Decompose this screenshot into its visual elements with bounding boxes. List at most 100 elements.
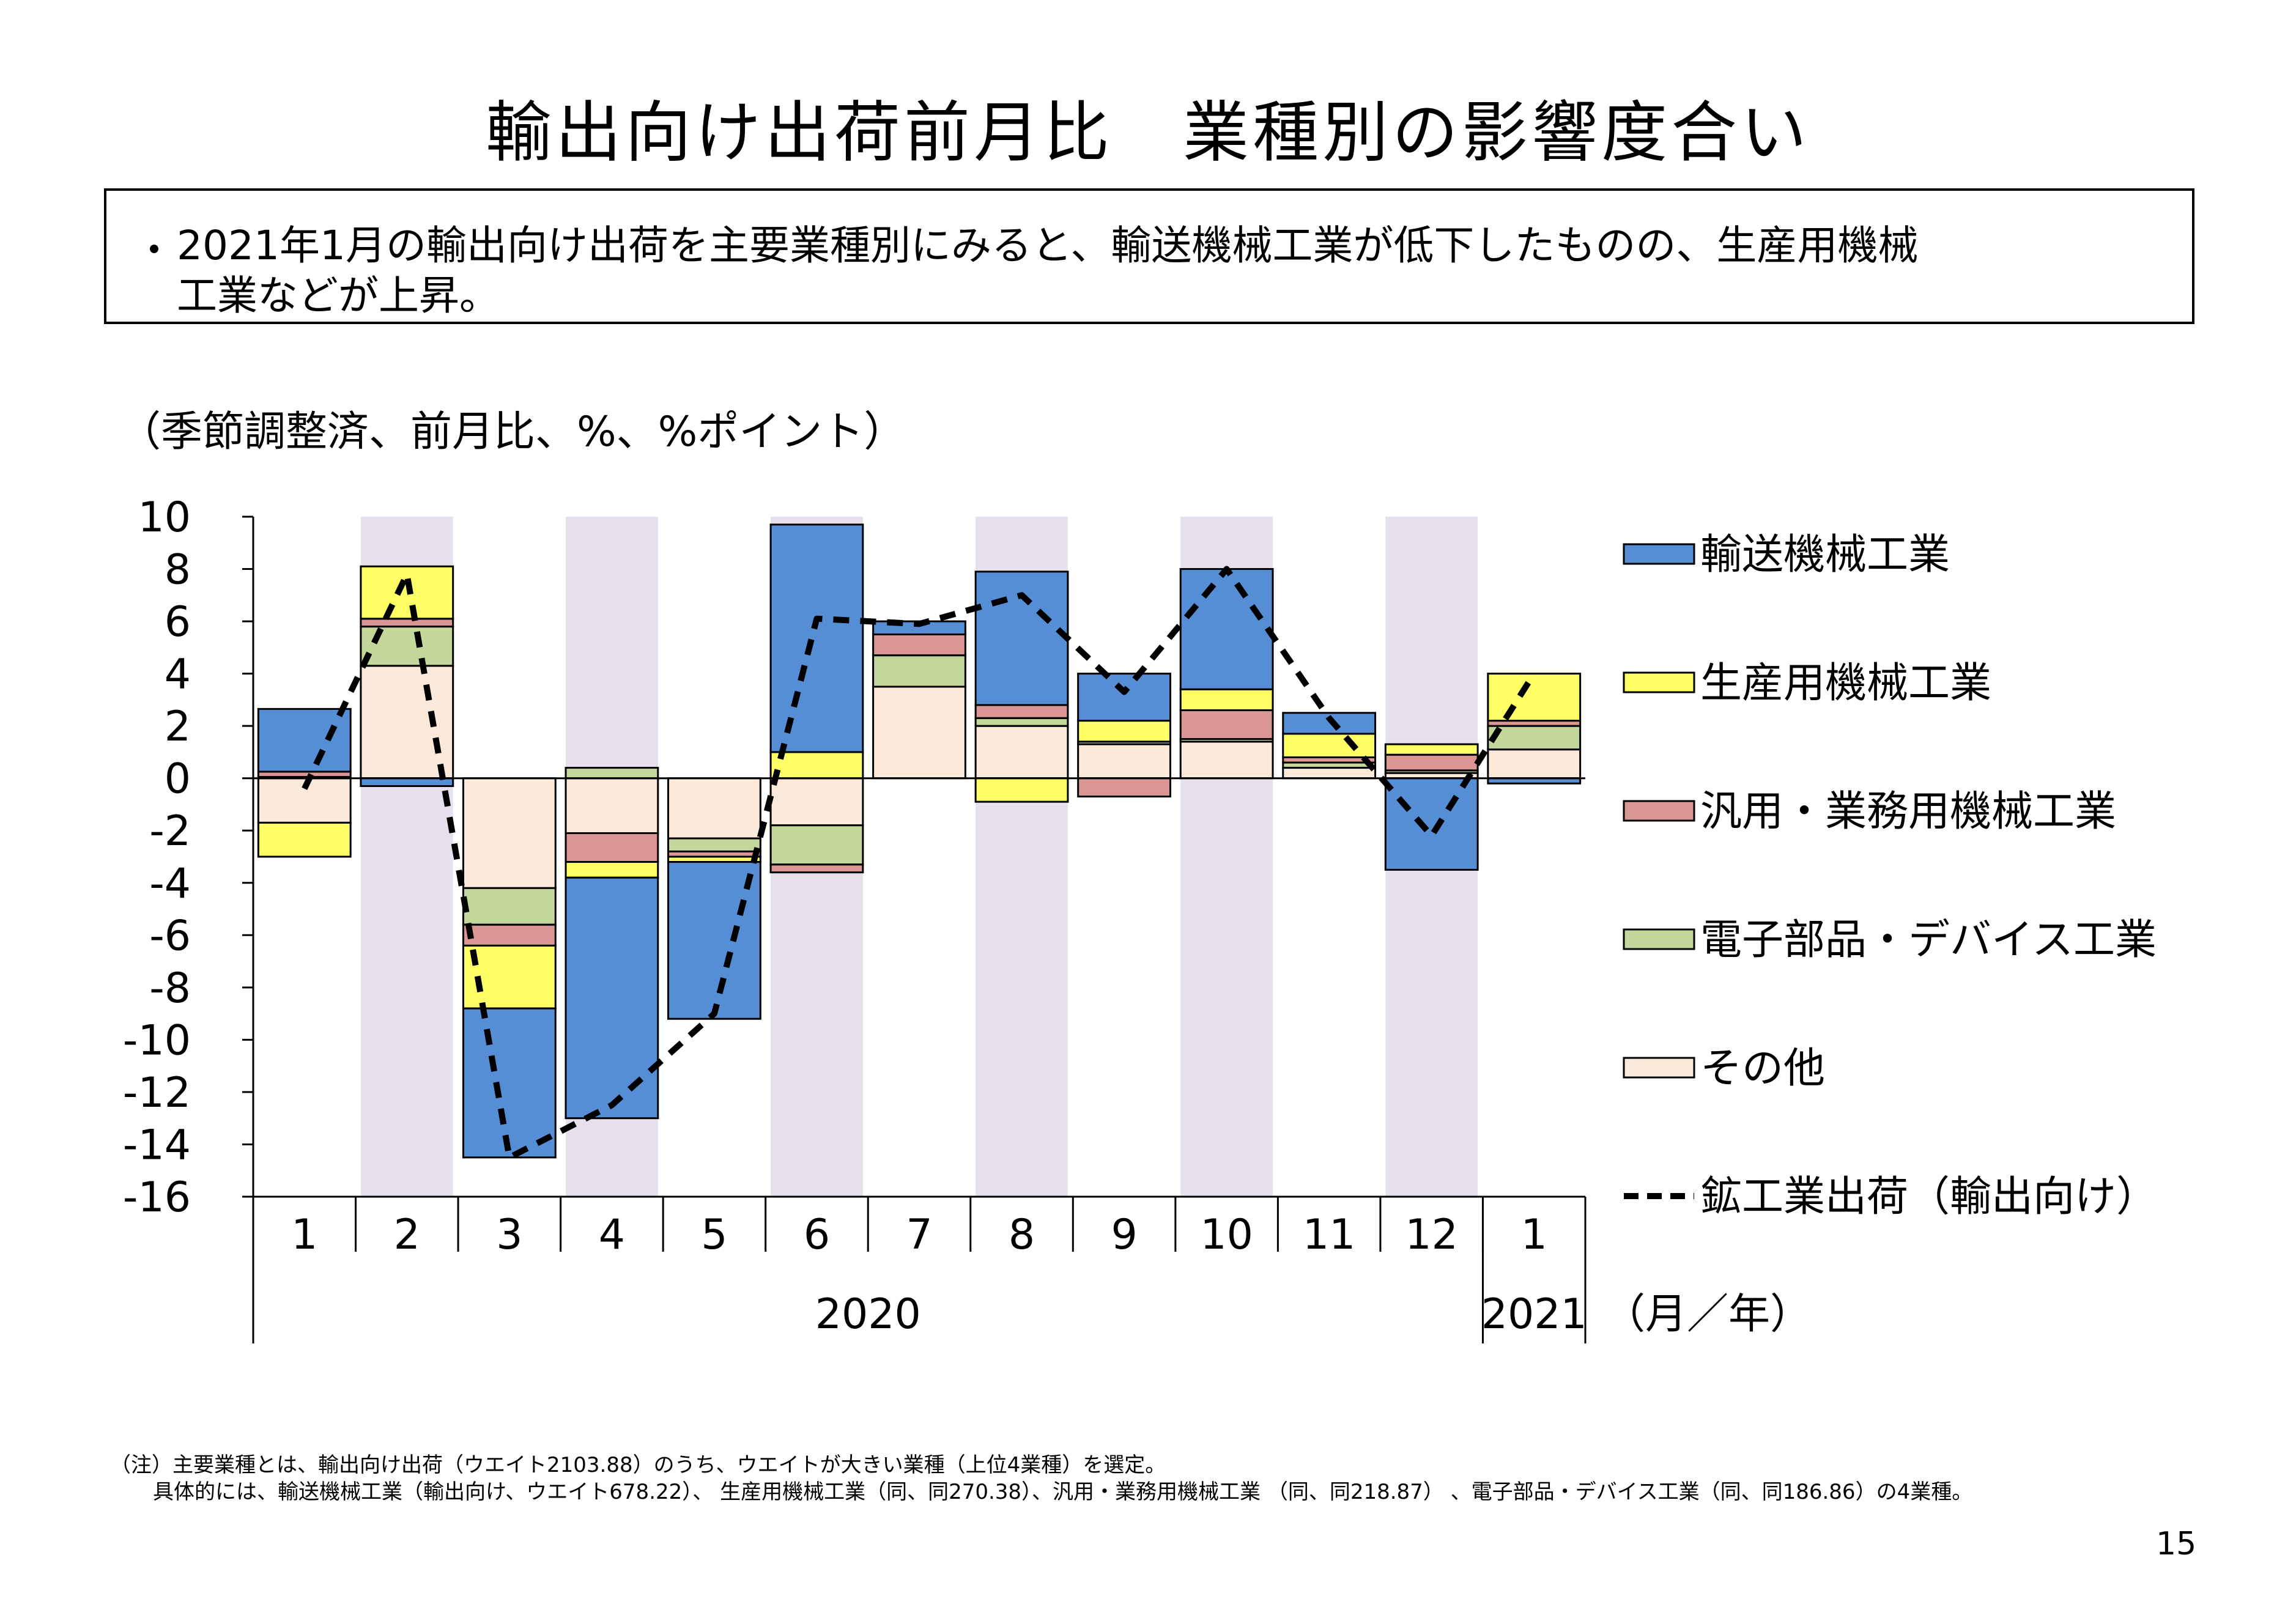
bar-segment bbox=[565, 777, 659, 835]
unit-label: （季節調整済、前月比、%、%ポイント） bbox=[119, 408, 906, 456]
x-tick-label: 10 bbox=[1200, 1211, 1253, 1259]
bar-segment bbox=[974, 717, 1069, 727]
bar-segment bbox=[565, 832, 659, 863]
bar-segment bbox=[1179, 709, 1274, 741]
note-line-2: 具体的には、輸送機械工業（輸出向け、ウエイト678.22）、 生産用機械工業（同… bbox=[153, 1480, 1973, 1504]
bar-segment bbox=[1384, 753, 1479, 772]
y-tick-label: -10 bbox=[123, 1016, 191, 1065]
bar-segment bbox=[974, 704, 1069, 719]
x-tick-label: 5 bbox=[701, 1211, 727, 1259]
bar-segment bbox=[1077, 673, 1171, 722]
legend-swatch bbox=[1623, 928, 1695, 950]
legend-swatch bbox=[1623, 1057, 1695, 1079]
year-label: 2021 bbox=[1481, 1290, 1587, 1339]
bar-segment bbox=[1179, 688, 1274, 711]
bar-segment bbox=[257, 707, 352, 773]
note-line-1: （注）主要業種とは、輸出向け出荷（ウエイト2103.88）のうち、ウエイトが大き… bbox=[110, 1453, 1166, 1477]
legend-label: 汎用・業務用機械工業 bbox=[1700, 788, 2116, 836]
x-tick-label: 1 bbox=[1521, 1211, 1547, 1259]
bar-segment bbox=[769, 523, 864, 753]
bar-segment bbox=[565, 767, 659, 780]
bar-segment bbox=[1487, 673, 1582, 722]
bar-segment bbox=[1487, 748, 1582, 780]
y-tick-label: -14 bbox=[123, 1121, 191, 1169]
bar-segment bbox=[1179, 568, 1274, 690]
bar-segment bbox=[1077, 743, 1171, 780]
bar-segment bbox=[769, 863, 864, 874]
bar-segment bbox=[769, 751, 864, 780]
y-tick-label: 2 bbox=[165, 703, 191, 751]
year-axis-unit: （月／年） bbox=[1604, 1290, 1812, 1339]
bar-segment bbox=[769, 824, 864, 866]
legend-label: その他 bbox=[1700, 1044, 1825, 1093]
y-tick-label: 4 bbox=[165, 651, 191, 699]
bar-segment bbox=[1384, 743, 1479, 756]
y-tick-label: 0 bbox=[165, 755, 191, 803]
bar-segment bbox=[667, 837, 761, 852]
x-tick-label: 11 bbox=[1303, 1211, 1356, 1259]
x-tick-label: 4 bbox=[599, 1211, 625, 1259]
bar-segment bbox=[360, 618, 454, 628]
bar-segment bbox=[1282, 733, 1377, 758]
legend-label: 輸送機械工業 bbox=[1700, 531, 1950, 579]
bar-segment bbox=[462, 887, 557, 926]
bar-segment bbox=[974, 571, 1069, 706]
x-tick-label: 12 bbox=[1405, 1211, 1458, 1259]
bar-segment bbox=[1282, 767, 1377, 780]
bar-segment bbox=[667, 777, 761, 840]
bar-segment bbox=[1077, 720, 1171, 743]
bar-segment bbox=[1077, 777, 1171, 798]
bar-segment bbox=[1179, 741, 1274, 780]
bar-segment bbox=[769, 777, 864, 827]
x-tick-label: 9 bbox=[1111, 1211, 1137, 1259]
page-title: 輸出向け出荷前月比 業種別の影響度合い bbox=[485, 95, 1810, 171]
bar-segment bbox=[257, 821, 352, 858]
bar-segment bbox=[360, 665, 454, 780]
bar-segment bbox=[974, 777, 1069, 803]
legend-swatch bbox=[1623, 543, 1695, 565]
bar-segment bbox=[462, 944, 557, 1010]
legend-swatch bbox=[1623, 800, 1695, 822]
bar-segment bbox=[360, 777, 454, 788]
x-tick-label: 2 bbox=[394, 1211, 420, 1259]
y-tick-label: -6 bbox=[149, 912, 191, 960]
line-export-shipments bbox=[302, 566, 1537, 1161]
legend-label: 電子部品・デバイス工業 bbox=[1700, 916, 2157, 964]
bar-segment bbox=[1282, 712, 1377, 735]
summary-line-1: 2021年1月の輸出向け出荷を主要業種別にみると、輸送機械工業が低下したものの、… bbox=[177, 222, 1919, 269]
bar-segment bbox=[360, 565, 454, 620]
y-tick-label: 8 bbox=[165, 546, 191, 594]
bar-segment bbox=[360, 626, 454, 667]
legend-label: 鉱工業出荷（輸出向け） bbox=[1700, 1173, 2158, 1221]
y-tick-label: -12 bbox=[123, 1069, 191, 1117]
y-tick-label: -4 bbox=[149, 860, 191, 908]
bar-segment bbox=[974, 725, 1069, 780]
y-tick-label: -16 bbox=[123, 1173, 191, 1222]
bar-segment bbox=[1384, 777, 1479, 871]
bar-segment bbox=[872, 654, 966, 688]
y-tick-label: -8 bbox=[149, 964, 191, 1013]
x-tick-label: 8 bbox=[1009, 1211, 1035, 1259]
bar-segment bbox=[565, 876, 659, 1120]
y-tick-label: 10 bbox=[138, 493, 191, 542]
x-tick-label: 7 bbox=[906, 1211, 932, 1259]
year-label: 2020 bbox=[815, 1290, 921, 1339]
bar-segment bbox=[565, 861, 659, 879]
legend-swatch bbox=[1623, 671, 1695, 693]
bar-segment bbox=[462, 923, 557, 947]
bar-segment bbox=[1487, 725, 1582, 751]
x-tick-label: 1 bbox=[291, 1211, 317, 1259]
summary-box: ・ 2021年1月の輸出向け出荷を主要業種別にみると、輸送機械工業が低下したもの… bbox=[104, 188, 2194, 324]
stacked-bars bbox=[257, 523, 1582, 1159]
x-tick-label: 3 bbox=[496, 1211, 522, 1259]
x-tick-label: 6 bbox=[804, 1211, 830, 1259]
legend: 輸送機械工業生産用機械工業汎用・業務用機械工業電子部品・デバイス工業その他鉱工業… bbox=[1623, 531, 2158, 1221]
bar-segment bbox=[462, 777, 557, 889]
summary-line-2: 工業などが上昇。 bbox=[177, 272, 500, 319]
bar-segment bbox=[872, 685, 966, 780]
line-series bbox=[302, 566, 1537, 1161]
bar-segment bbox=[462, 1007, 557, 1159]
legend-label: 生産用機械工業 bbox=[1700, 659, 1991, 707]
